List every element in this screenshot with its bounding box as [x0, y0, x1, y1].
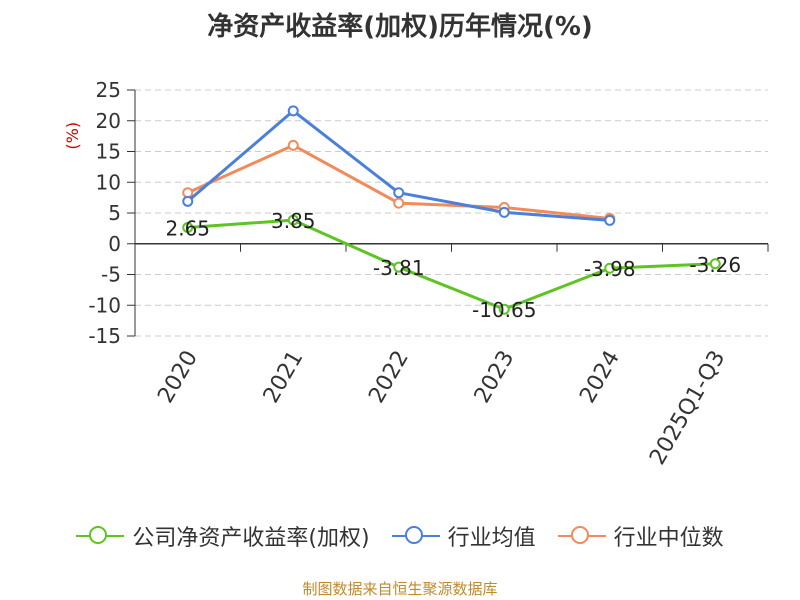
y-tick-label: 10 — [96, 170, 121, 194]
data-point-0 — [287, 214, 299, 226]
source-note: 制图数据来自恒生聚源数据库 — [302, 580, 498, 598]
data-label: -3.26 — [689, 253, 741, 277]
legend-swatch-industry-mean — [391, 524, 440, 548]
data-label: -3.98 — [584, 257, 636, 281]
legend-swatch-company — [76, 524, 125, 548]
data-point-1 — [604, 214, 616, 226]
data-point-0 — [498, 303, 510, 315]
x-tick-label: 2024 — [575, 347, 625, 408]
data-point-0 — [393, 261, 405, 273]
legend-label-industry-median: 行业中位数 — [613, 526, 724, 551]
y-tick-label: -15 — [88, 324, 121, 348]
legend-item-company[interactable]: 公司净资产收益率(加权) — [76, 520, 370, 552]
data-label: 2.65 — [165, 216, 210, 240]
data-label: 3.85 — [271, 209, 316, 233]
data-point-0 — [604, 262, 616, 274]
y-tick-label: -5 — [101, 263, 121, 287]
y-tick-label: 5 — [108, 201, 121, 225]
chart-title: 净资产收益率(加权)历年情况(%) — [207, 12, 593, 42]
data-point-1 — [393, 187, 405, 199]
legend-item-industry-median[interactable]: 行业中位数 — [557, 520, 724, 552]
data-point-2 — [393, 197, 405, 209]
y-tick-label: -10 — [88, 293, 121, 317]
x-tick-label: 2022 — [364, 347, 414, 408]
legend-swatch-industry-median — [557, 524, 606, 548]
legend-label-company: 公司净资产收益率(加权) — [132, 526, 370, 551]
y-tick-label: 25 — [96, 78, 121, 102]
series-line-0 — [187, 218, 716, 311]
x-tick-label: 2025Q1-Q3 — [645, 347, 730, 470]
x-tick-label: 2020 — [153, 347, 203, 408]
y-tick-label: 0 — [108, 232, 121, 256]
data-point-1 — [287, 105, 299, 117]
legend-item-industry-mean[interactable]: 行业均值 — [391, 520, 536, 552]
data-point-0 — [182, 221, 194, 233]
legend-label-industry-mean: 行业均值 — [447, 526, 536, 551]
data-label: -10.65 — [472, 298, 536, 322]
x-tick-label: 2021 — [259, 347, 309, 408]
y-tick-label: 15 — [96, 140, 121, 164]
y-axis-label: (%) — [63, 122, 82, 150]
legend: 公司净资产收益率(加权) 行业均值 行业中位数 — [0, 520, 800, 552]
x-tick-label: 2023 — [470, 347, 520, 408]
data-point-2 — [287, 139, 299, 151]
data-point-0 — [709, 258, 721, 270]
y-tick-label: 20 — [96, 109, 121, 133]
data-point-1 — [182, 195, 194, 207]
data-point-1 — [498, 206, 510, 218]
data-label: -3.81 — [373, 256, 425, 280]
